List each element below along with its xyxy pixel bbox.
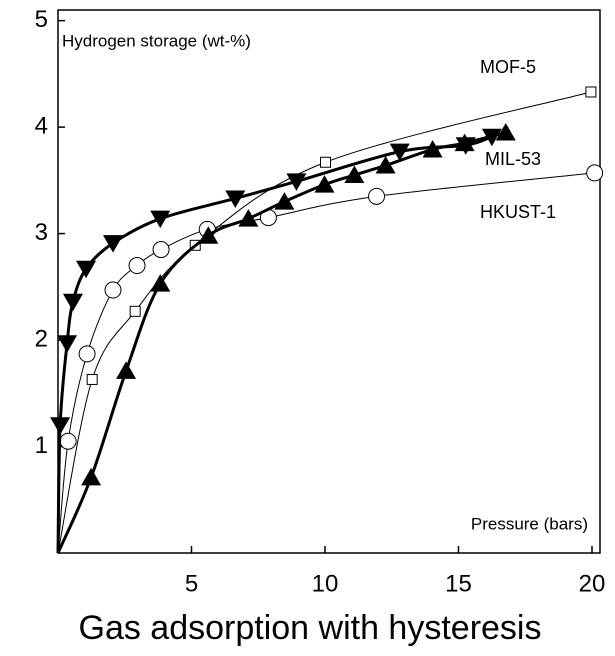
marker — [368, 187, 386, 205]
marker — [198, 226, 219, 244]
series-line — [56, 135, 493, 554]
marker — [57, 335, 78, 353]
marker — [50, 417, 71, 435]
marker — [586, 164, 604, 182]
marker — [150, 210, 171, 229]
series-label: HKUST-1 — [480, 202, 556, 222]
marker — [59, 432, 77, 450]
series-label: MOF-5 — [480, 57, 536, 77]
marker — [344, 165, 365, 184]
y-axis-label: Hydrogen storage (wt-%) — [62, 31, 251, 50]
x-tick-label: 10 — [312, 570, 339, 597]
marker — [455, 137, 476, 155]
y-tick-label: 4 — [35, 112, 48, 139]
plot-frame — [57, 9, 601, 554]
marker — [375, 155, 396, 174]
marker — [78, 345, 96, 363]
marker — [103, 235, 124, 253]
marker — [152, 241, 170, 259]
marker — [76, 260, 97, 279]
marker — [104, 281, 122, 299]
x-axis-label: Pressure (bars) — [471, 514, 588, 533]
y-tick-label: 2 — [35, 325, 48, 352]
marker — [128, 257, 146, 275]
marker — [274, 192, 295, 210]
marker — [116, 361, 137, 379]
marker — [286, 173, 307, 191]
marker — [314, 175, 335, 193]
marker — [481, 128, 502, 147]
marker — [86, 373, 98, 385]
y-tick-label: 1 — [35, 432, 48, 459]
marker — [81, 467, 102, 486]
marker — [495, 122, 516, 141]
marker — [238, 209, 259, 227]
marker — [585, 86, 597, 98]
marker — [62, 293, 83, 312]
y-tick-label: 5 — [35, 6, 48, 33]
x-tick-label: 5 — [185, 570, 198, 597]
x-tick-label: 15 — [445, 570, 472, 597]
y-tick-label: 3 — [35, 219, 48, 246]
marker — [389, 143, 410, 162]
series-line — [57, 172, 595, 554]
x-tick-label: 20 — [579, 570, 606, 597]
marker — [129, 305, 141, 317]
marker — [150, 274, 171, 292]
marker — [225, 190, 246, 208]
series-line — [56, 130, 507, 554]
marker — [320, 156, 332, 168]
chart-title: Gas adsorption with hysteresis — [79, 609, 542, 647]
series-label: MIL-53 — [485, 149, 541, 169]
